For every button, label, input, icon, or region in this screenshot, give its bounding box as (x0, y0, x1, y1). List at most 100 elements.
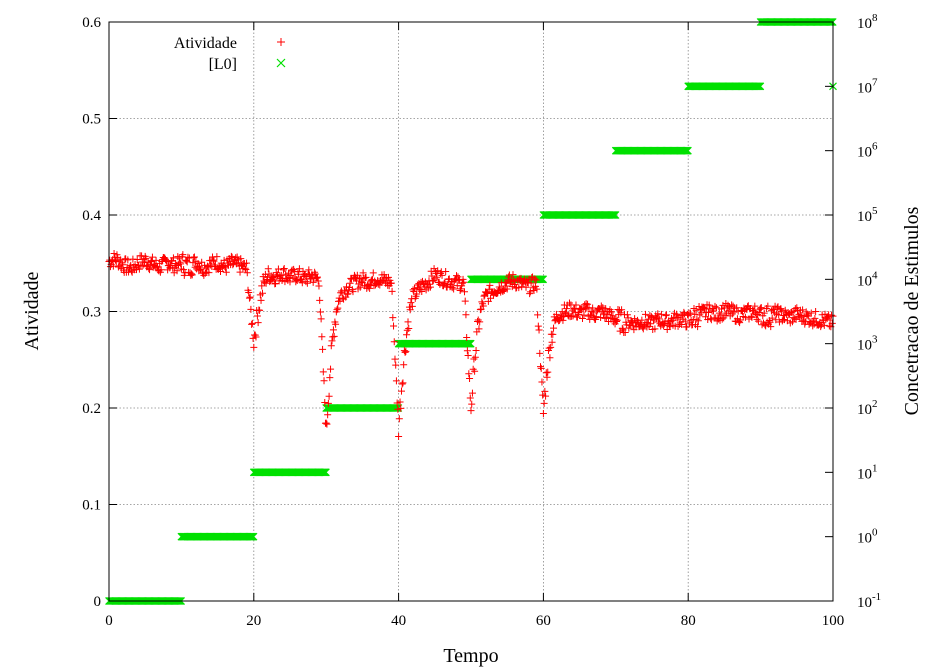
atividade-point (705, 301, 713, 309)
atividade-point (316, 308, 324, 316)
y-tick-label: 0.6 (82, 15, 101, 31)
atividade-point (210, 257, 218, 265)
x-tick-label: 40 (391, 613, 406, 629)
atividade-point (305, 266, 313, 274)
l0-point (539, 275, 548, 284)
atividade-point (695, 302, 703, 310)
atividade-point (534, 322, 542, 330)
atividade-point (366, 284, 374, 292)
y-tick-label: 0.5 (82, 112, 101, 128)
atividade-point (536, 349, 544, 357)
atividade-point (480, 292, 488, 300)
atividade-point (274, 265, 282, 273)
atividade-point (150, 262, 158, 270)
atividade-point (272, 280, 280, 288)
atividade-point (400, 347, 408, 355)
atividade-point (736, 316, 744, 324)
atividade-point (216, 267, 224, 275)
atividade-point (683, 310, 691, 318)
atividade-point (471, 367, 479, 375)
atividade-point (343, 290, 351, 298)
atividade-point (535, 326, 543, 334)
atividade-point (472, 347, 480, 355)
atividade-point (315, 282, 323, 290)
atividade-point (248, 320, 256, 328)
atividade-point (389, 314, 397, 322)
l0-point (608, 211, 616, 219)
atividade-point (762, 322, 770, 330)
x-tick-label: 0 (105, 613, 113, 629)
atividade-point (755, 309, 763, 317)
atividade-point (324, 411, 332, 419)
atividade-point (329, 326, 337, 334)
l0-point (537, 275, 546, 284)
atividade-point (466, 375, 474, 383)
atividade-point (330, 332, 338, 340)
atividade-point (662, 311, 670, 319)
atividade-point (112, 258, 120, 266)
l0-point (246, 532, 255, 541)
atividade-point (654, 310, 662, 318)
atividade-point (718, 305, 726, 313)
atividade-point (500, 286, 508, 294)
atividade-point (644, 319, 652, 327)
atividade-point (465, 370, 473, 378)
atividade-point (313, 274, 321, 282)
atividade-point (426, 280, 434, 288)
atividade-point (304, 270, 312, 278)
atividade-point (462, 311, 470, 319)
atividade-point (369, 269, 377, 277)
atividade-point (756, 305, 764, 313)
atividade-point (515, 284, 523, 292)
atividade-point (789, 314, 797, 322)
atividade-point (540, 399, 548, 407)
atividade-point (390, 322, 398, 330)
atividade-point (502, 282, 510, 290)
atividade-point (711, 302, 719, 310)
atividade-point (188, 270, 196, 278)
y-tick-label: 0.1 (82, 498, 101, 514)
y2-tick-label: 107 (857, 76, 878, 96)
atividade-point (483, 289, 491, 297)
atividade-point (325, 392, 333, 400)
l0-point (755, 82, 764, 91)
atividade-point (390, 338, 398, 346)
atividade-point (302, 278, 310, 286)
y-tick-label: 0.3 (82, 305, 101, 321)
axes-ticks: 0 20 40 60 80 100 0 0.1 0.2 0.3 0.4 0.5 0.6 10-1 100 10… (82, 12, 881, 629)
l0-point (538, 275, 547, 284)
l0-point (754, 82, 763, 91)
atividade-point (453, 272, 461, 280)
atividade-point (198, 258, 206, 266)
atividade-point (602, 313, 610, 321)
atividade-point (580, 311, 588, 319)
atividade-point (213, 253, 221, 261)
atividade-point (334, 304, 342, 312)
atividade-point (171, 263, 179, 271)
atividade-point (433, 273, 441, 281)
atividade-point (613, 317, 621, 325)
atividade-point (694, 323, 702, 331)
y2-tick-label: 106 (857, 141, 878, 161)
atividade-point (667, 317, 675, 325)
atividade-point (466, 394, 474, 402)
atividade-point (400, 361, 408, 369)
atividade-point (534, 311, 542, 319)
atividade-point (618, 306, 626, 314)
atividade-point (691, 310, 699, 318)
l0-point (392, 404, 401, 412)
atividade-point (418, 288, 426, 296)
atividade-point (533, 285, 541, 293)
atividade-point (692, 306, 700, 314)
atividade-point (197, 265, 205, 273)
atividade-point (681, 310, 689, 318)
atividade-point (559, 316, 567, 324)
atividade-point (323, 420, 331, 428)
atividade-point (479, 302, 487, 310)
legend-label-atividade: Atividade (174, 35, 237, 52)
atividade-point (770, 305, 778, 313)
atividade-point (707, 316, 715, 324)
atividade-point (600, 308, 608, 316)
atividade-point (318, 333, 326, 341)
y-tick-label: 0.2 (82, 401, 101, 417)
